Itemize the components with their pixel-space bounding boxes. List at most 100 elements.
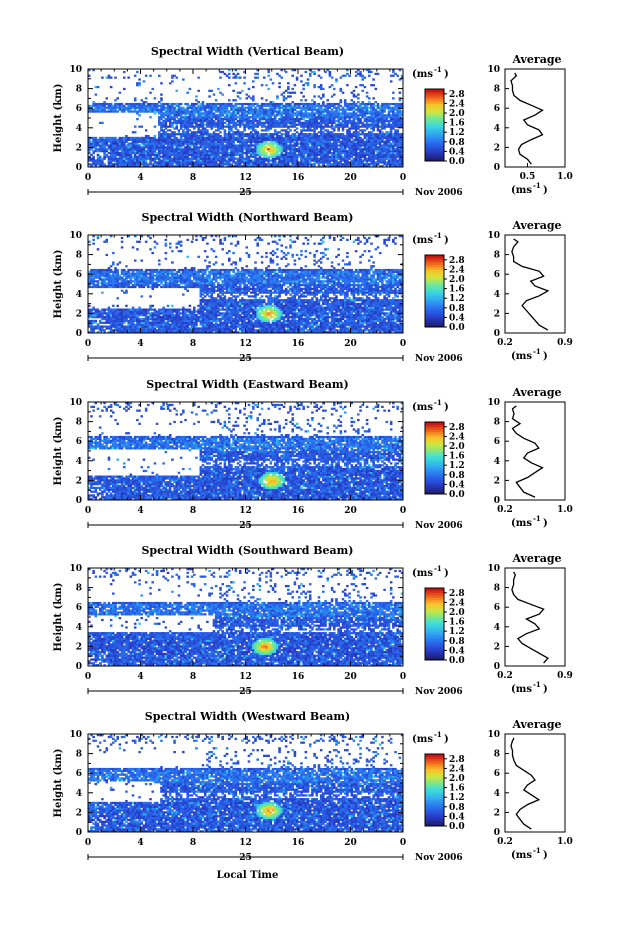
- heatmap-cell: [224, 144, 227, 146]
- heatmap-cell: [368, 97, 371, 99]
- heatmap-cell: [313, 84, 316, 86]
- heatmap-cell: [143, 101, 146, 103]
- heatmap-cell: [112, 252, 115, 254]
- heatmap-cell: [342, 156, 345, 158]
- colorbar-tick-label: 1.2: [449, 128, 465, 138]
- heatmap-cell: [134, 97, 137, 99]
- heatmap-cell: [116, 269, 119, 271]
- average-unit-exponent: -1: [533, 181, 541, 190]
- heatmap-cell: [372, 78, 375, 80]
- heatmap-cell: [326, 99, 329, 101]
- heatmap-cell: [221, 137, 224, 139]
- heatmap-cell: [189, 88, 192, 90]
- heatmap-cell: [99, 320, 102, 322]
- heatmap-cell: [97, 148, 100, 150]
- heatmap-cell: [138, 144, 141, 146]
- heatmap-cell: [278, 154, 281, 156]
- x-tick-label: 0: [85, 173, 91, 183]
- heatmap-cell: [200, 103, 203, 105]
- heatmap-cell: [294, 92, 297, 94]
- heatmap-cell: [112, 261, 115, 263]
- heatmap-cell: [252, 159, 255, 161]
- heatmap-cell: [116, 158, 119, 160]
- heatmap-cell: [305, 133, 308, 135]
- x-tick-label: 12: [239, 173, 252, 183]
- heatmap-cell: [265, 133, 268, 135]
- heatmap-cell: [235, 158, 238, 160]
- heatmap-cell: [353, 158, 356, 160]
- heatmap-cell: [95, 280, 98, 282]
- heatmap-cell: [281, 133, 284, 135]
- heatmap-cell: [265, 146, 268, 148]
- heatmap-cell: [97, 324, 100, 326]
- heatmap-cell: [300, 75, 303, 77]
- heatmap-cell: [326, 103, 329, 105]
- colorbar-band: [425, 103, 444, 106]
- heatmap-cell: [193, 103, 196, 105]
- heatmap-cell: [208, 95, 211, 97]
- heatmap-cell: [206, 103, 209, 105]
- heatmap-cell: [215, 133, 218, 135]
- heatmap-cell: [112, 309, 115, 311]
- heatmap-cell: [106, 282, 109, 284]
- heatmap-cell: [322, 126, 325, 128]
- heatmap-cell: [211, 103, 214, 105]
- heatmap-cell: [342, 92, 345, 94]
- heatmap-cell: [123, 292, 126, 294]
- heatmap-cell: [329, 131, 332, 133]
- heatmap-cell: [134, 269, 137, 271]
- heatmap-cell: [138, 241, 141, 243]
- heatmap-cell: [160, 82, 163, 84]
- heatmap-cell: [366, 92, 369, 94]
- heatmap-cell: [123, 105, 126, 107]
- heatmap-cell: [219, 77, 222, 79]
- heatmap-cell: [215, 103, 218, 105]
- heatmap-cell: [399, 103, 402, 105]
- heatmap-cell: [346, 73, 349, 75]
- heatmap-cell: [123, 269, 126, 271]
- average-y-tick-label: 0: [494, 163, 500, 173]
- heatmap-cell: [200, 129, 203, 131]
- heatmap-cell: [136, 110, 139, 112]
- heatmap-cell: [296, 127, 299, 129]
- heatmap-cell: [176, 103, 179, 105]
- heatmap-cell: [132, 156, 135, 158]
- heatmap-cell: [232, 90, 235, 92]
- heatmap-cell: [287, 92, 290, 94]
- colorbar-band: [425, 125, 444, 128]
- heatmap-cell: [162, 120, 165, 122]
- heatmap-cell: [294, 129, 297, 131]
- heatmap-cell: [202, 101, 205, 103]
- heatmap-cell: [110, 309, 113, 311]
- heatmap-cell: [324, 133, 327, 135]
- heatmap-cell: [287, 144, 290, 146]
- heatmap-cell: [278, 135, 281, 137]
- heatmap-cell: [217, 103, 220, 105]
- heatmap-cell: [125, 144, 128, 146]
- heatmap-cell: [318, 158, 321, 160]
- heatmap-cell: [287, 103, 290, 105]
- heatmap-cell: [134, 324, 137, 326]
- heatmap-cell: [95, 94, 98, 96]
- heatmap-cell: [184, 109, 187, 111]
- heatmap-cell: [237, 77, 240, 79]
- colorbar-band: [425, 108, 444, 111]
- heatmap-cell: [134, 273, 137, 275]
- heatmap-cell: [348, 127, 351, 129]
- heatmap-cell: [392, 133, 395, 135]
- heatmap-cell: [265, 84, 268, 86]
- colorbar-band: [425, 101, 444, 104]
- heatmap-cell: [250, 116, 253, 118]
- heatmap-cell: [119, 309, 122, 311]
- heatmap-cell: [151, 137, 154, 139]
- heatmap-cell: [248, 103, 251, 105]
- heatmap-cell: [239, 103, 242, 105]
- heatmap-cell: [281, 110, 284, 112]
- heatmap-cell: [158, 116, 161, 118]
- heatmap-cell: [313, 71, 316, 73]
- heatmap-cell: [375, 133, 378, 135]
- heatmap-cell: [300, 129, 303, 131]
- colorbar-band: [425, 132, 444, 135]
- colorbar-band: [425, 144, 444, 147]
- heatmap-cell: [256, 131, 259, 133]
